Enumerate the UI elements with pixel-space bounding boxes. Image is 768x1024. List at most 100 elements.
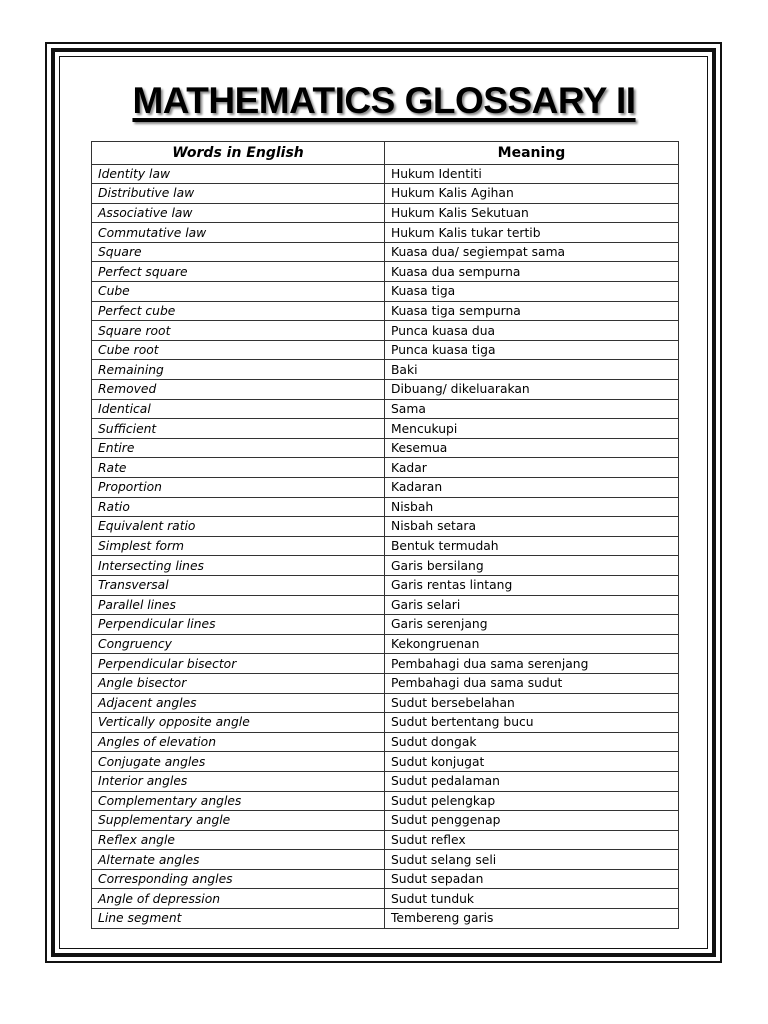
meaning-cell: Kadar — [384, 457, 679, 478]
meaning-cell: Sudut selang seli — [384, 849, 679, 870]
meaning-cell: Sudut konjugat — [384, 751, 679, 772]
table-row: Parallel lines Garis selari — [91, 594, 679, 616]
table-row: Conjugate angles Sudut konjugat — [91, 751, 679, 772]
english-term-cell: Associative law — [91, 202, 385, 224]
english-term-cell: Ratio — [91, 496, 385, 518]
header-meaning: Meaning — [384, 141, 679, 165]
table-row: Reflex angle Sudut reflex — [91, 829, 679, 851]
table-row: Angles of elevation Sudut dongak — [91, 731, 679, 753]
english-term-cell: Conjugate angles — [91, 751, 385, 772]
english-term-cell: Adjacent angles — [91, 692, 385, 714]
meaning-cell: Pembahagi dua sama sudut — [384, 672, 679, 694]
table-row: Corresponding angles Sudut sepadan — [91, 868, 679, 890]
english-term-cell: Alternate angles — [91, 849, 385, 870]
table-row: Cube Kuasa tiga — [91, 281, 679, 302]
english-term-cell: Simplest form — [91, 535, 385, 557]
meaning-cell: Dibuang/ dikeluarakan — [384, 379, 679, 400]
table-row: Angle bisector Pembahagi dua sama sudut — [91, 672, 679, 694]
table-row: Adjacent angles Sudut bersebelahan — [91, 692, 679, 714]
table-row: Perfect square Kuasa dua sempurna — [91, 261, 679, 283]
table-row: Identity law Hukum Identiti — [91, 163, 679, 185]
table-row: Intersecting lines Garis bersilang — [91, 555, 679, 576]
meaning-cell: Kuasa tiga sempurna — [384, 300, 679, 322]
table-row: Ratio Nisbah — [91, 496, 679, 518]
table-row: Removed Dibuang/ dikeluarakan — [91, 379, 679, 400]
english-term-cell: Vertically opposite angle — [91, 712, 385, 733]
meaning-cell: Sudut penggenap — [384, 810, 679, 831]
table-row: Cube root Punca kuasa tiga — [91, 339, 679, 361]
english-term-cell: Supplementary angle — [91, 810, 385, 831]
page-title: MATHEMATICS GLOSSARY II — [132, 80, 636, 121]
table-row: Perpendicular bisector Pembahagi dua sama… — [91, 653, 679, 674]
meaning-cell: Sama — [384, 398, 679, 420]
table-row: Distributive law Hukum Kalis Agihan — [91, 183, 679, 204]
meaning-cell: Sudut sepadan — [384, 868, 679, 890]
table-row: Perfect cube Kuasa tiga sempurna — [91, 300, 679, 322]
meaning-cell: Sudut pelengkap — [384, 790, 679, 812]
meaning-cell: Sudut reflex — [384, 829, 679, 851]
table-row: Angle of depression Sudut tunduk — [91, 888, 679, 910]
meaning-cell: Garis bersilang — [384, 555, 679, 576]
english-term-cell: Equivalent ratio — [91, 516, 385, 537]
page-border — [45, 42, 722, 963]
english-term-cell: Corresponding angles — [91, 868, 385, 890]
english-term-cell: Perfect square — [91, 261, 385, 283]
english-term-cell: Sufficient — [91, 418, 385, 439]
table-row: Congruency Kekongruenan — [91, 633, 679, 655]
english-term-cell: Rate — [91, 457, 385, 478]
english-term-cell: Distributive law — [91, 183, 385, 204]
english-term-cell: Cube root — [91, 339, 385, 361]
table-row: Square Kuasa dua/ segiempat sama — [91, 241, 679, 263]
meaning-cell: Nisbah setara — [384, 516, 679, 537]
table-row: Proportion Kadaran — [91, 477, 679, 498]
english-term-cell: Interior angles — [91, 770, 385, 792]
table-row: Commutative law Hukum Kalis tukar tertib — [91, 222, 679, 243]
english-term-cell: Remaining — [91, 359, 385, 381]
table-row: Interior angles Sudut pedalaman — [91, 770, 679, 792]
table-row: Sufficient Mencukupi — [91, 418, 679, 439]
english-term-cell: Proportion — [91, 477, 385, 498]
meaning-cell: Garis selari — [384, 594, 679, 616]
english-term-cell: Perpendicular bisector — [91, 653, 385, 674]
meaning-cell: Pembahagi dua sama serenjang — [384, 653, 679, 674]
meaning-cell: Hukum Identiti — [384, 163, 679, 185]
meaning-cell: Garis serenjang — [384, 614, 679, 635]
meaning-cell: Kekongruenan — [384, 633, 679, 655]
table-row: Entire Kesemua — [91, 437, 679, 459]
english-term-cell: Transversal — [91, 574, 385, 596]
english-term-cell: Identity law — [91, 163, 385, 185]
meaning-cell: Hukum Kalis Agihan — [384, 183, 679, 204]
meaning-cell: Garis rentas lintang — [384, 574, 679, 596]
english-term-cell: Angle of depression — [91, 888, 385, 910]
meaning-cell: Baki — [384, 359, 679, 381]
meaning-cell: Kuasa tiga — [384, 281, 679, 302]
glossary-table: Words in English Meaning Identity law Huk… — [91, 141, 679, 929]
table-row: Perpendicular lines Garis serenjang — [91, 614, 679, 635]
meaning-cell: Tembereng garis — [384, 908, 679, 929]
page-border-inner — [51, 48, 716, 957]
table-row: Square root Punca kuasa dua — [91, 320, 679, 341]
english-term-cell: Square — [91, 241, 385, 263]
table-row: Remaining Baki — [91, 359, 679, 381]
meaning-cell: Kuasa dua/ segiempat sama — [384, 241, 679, 263]
meaning-cell: Nisbah — [384, 496, 679, 518]
meaning-cell: Sudut tunduk — [384, 888, 679, 910]
meaning-cell: Kadaran — [384, 477, 679, 498]
table-row: Line segment Tembereng garis — [91, 908, 679, 929]
english-term-cell: Square root — [91, 320, 385, 341]
meaning-cell: Mencukupi — [384, 418, 679, 439]
english-term-cell: Angle bisector — [91, 672, 385, 694]
meaning-cell: Punca kuasa tiga — [384, 339, 679, 361]
meaning-cell: Bentuk termudah — [384, 535, 679, 557]
meaning-cell: Sudut dongak — [384, 731, 679, 753]
english-term-cell: Perfect cube — [91, 300, 385, 322]
meaning-cell: Sudut pedalaman — [384, 770, 679, 792]
meaning-cell: Punca kuasa dua — [384, 320, 679, 341]
table-row: Transversal Garis rentas lintang — [91, 574, 679, 596]
table-row: Rate Kadar — [91, 457, 679, 478]
english-term-cell: Congruency — [91, 633, 385, 655]
english-term-cell: Entire — [91, 437, 385, 459]
table-row: Supplementary angle Sudut penggenap — [91, 810, 679, 831]
table-header-row: Words in English Meaning — [91, 141, 679, 165]
page-border-innermost — [59, 56, 708, 949]
